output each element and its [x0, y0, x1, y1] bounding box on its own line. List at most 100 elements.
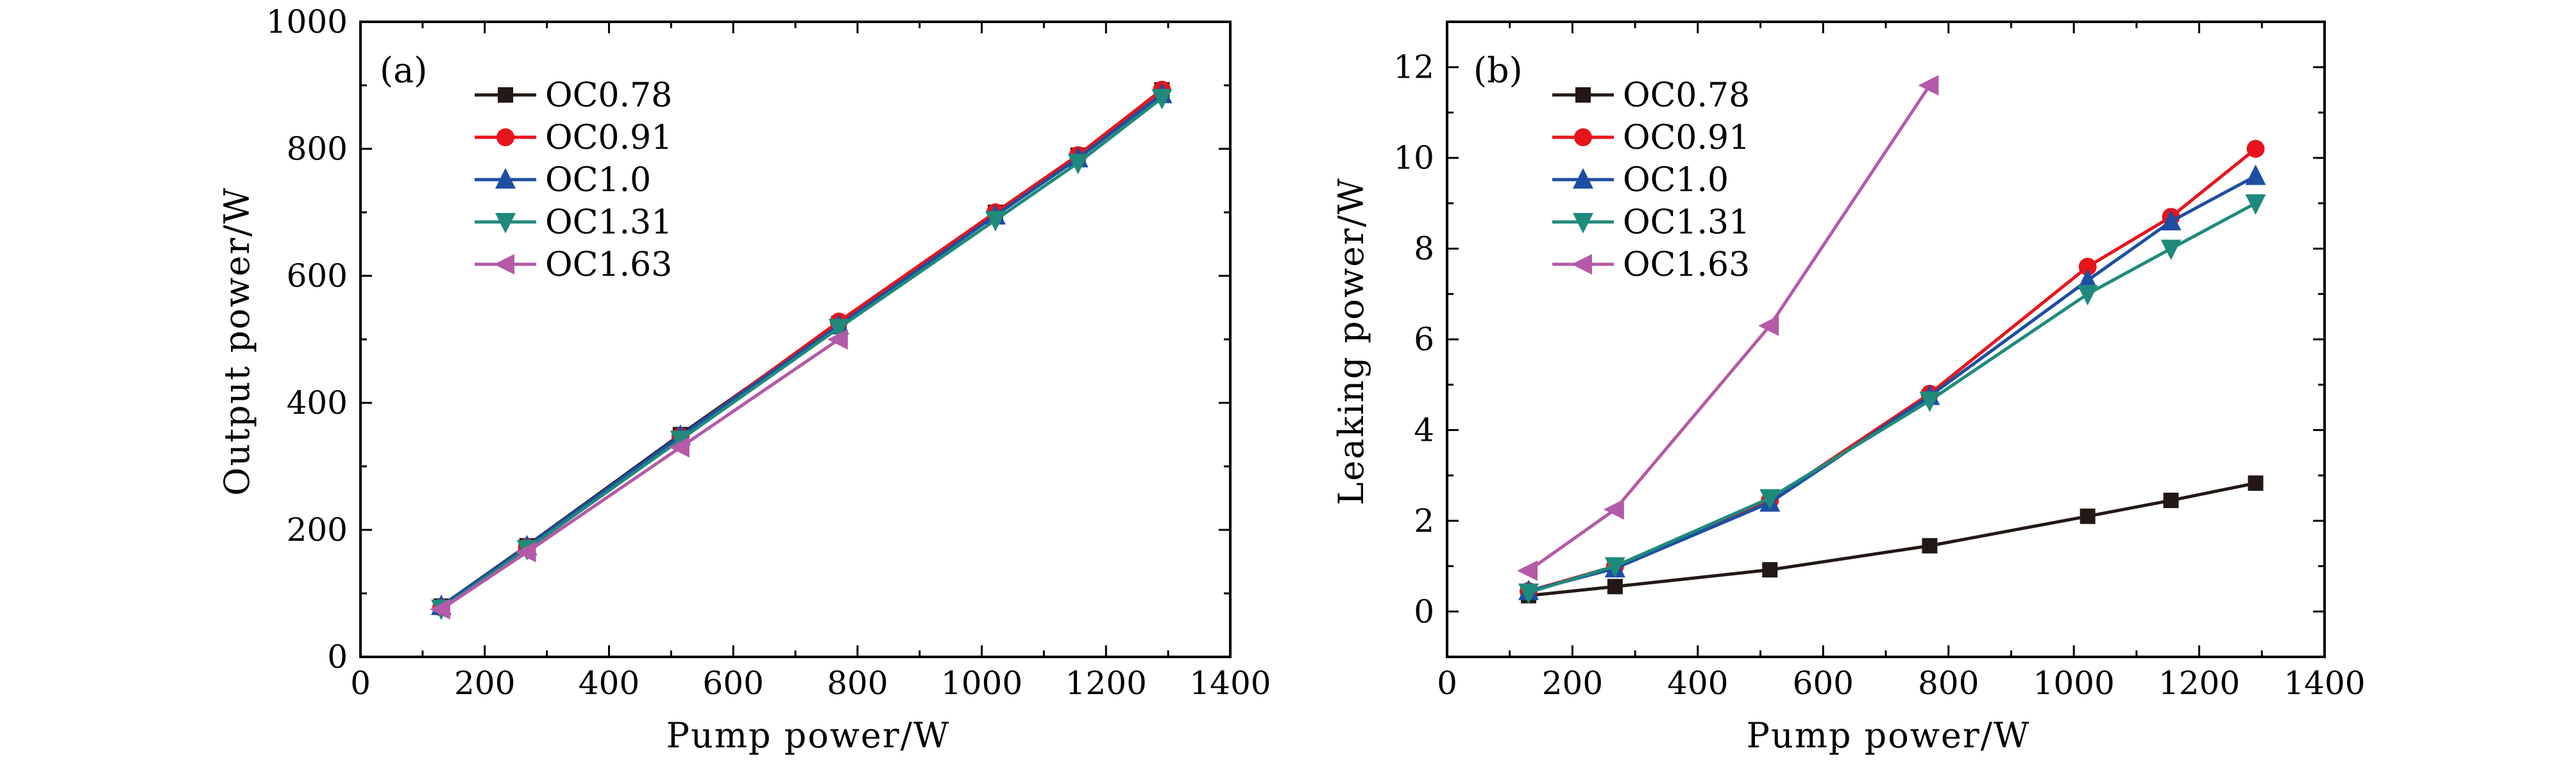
- y-tick-label: 400: [287, 384, 348, 421]
- series-oc1-31: [1518, 194, 2266, 604]
- x-tick-label: 0: [350, 665, 371, 702]
- data-point: [515, 541, 536, 563]
- plot-frame: [1446, 21, 2326, 658]
- legend-entry: OC1.31: [475, 203, 672, 242]
- series-line: [440, 337, 840, 611]
- data-point: [2245, 194, 2266, 215]
- legend-entry: OC1.31: [1552, 203, 1750, 242]
- data-point: [2245, 164, 2266, 185]
- series-line: [1528, 481, 2257, 598]
- x-tick-label: 1400: [2284, 665, 2365, 702]
- legend-swatch-marker: [495, 213, 516, 234]
- legend-swatch-marker: [1573, 213, 1593, 234]
- data-point: [670, 430, 691, 452]
- data-point: [2160, 239, 2182, 260]
- legend-label: OC1.31: [545, 203, 672, 242]
- y-tick-label: 0: [1414, 593, 1434, 630]
- x-tick-label: 400: [1667, 665, 1728, 702]
- legend-swatch-marker: [1573, 168, 1593, 189]
- data-point: [1762, 562, 1778, 578]
- y-axis-title: Output power/W: [217, 187, 257, 496]
- legend-entry: OC1.0: [475, 161, 651, 200]
- data-point: [668, 437, 690, 458]
- data-point: [429, 599, 450, 620]
- x-tick-label: 200: [1542, 665, 1603, 702]
- y-tick-label: 12: [1393, 49, 1434, 86]
- data-point: [1518, 583, 1539, 604]
- data-point: [1758, 315, 1779, 336]
- y-tick-label: 800: [287, 130, 348, 167]
- y-tick-label: 6: [1414, 321, 1434, 358]
- panel-a: (a) Pump power/W Output power/W 0 200 400 6…: [217, 3, 1271, 756]
- y-tick-label: 10: [1393, 139, 1434, 176]
- data-point: [1067, 153, 1089, 174]
- legend-swatch-marker: [496, 128, 514, 146]
- y-tick-label: 200: [287, 511, 348, 548]
- data-point: [1604, 557, 1625, 578]
- x-tick-label: 0: [1437, 665, 1457, 702]
- panel-label: (b): [1473, 50, 1523, 90]
- legend-label: OC0.91: [1623, 119, 1750, 157]
- legend-label: OC0.91: [545, 119, 672, 157]
- legend-label: OC1.0: [1623, 161, 1729, 200]
- x-axis-title: Pump power/W: [666, 715, 951, 756]
- data-point: [828, 319, 849, 340]
- x-tick-label: 1200: [1065, 665, 1147, 702]
- data-point: [985, 210, 1006, 232]
- x-axis-title: Pump power/W: [1747, 715, 2031, 756]
- legend-entry: OC1.63: [1552, 246, 1750, 284]
- data-point: [1603, 499, 1624, 520]
- data-point: [1918, 75, 1939, 96]
- series-oc1-63: [429, 329, 848, 620]
- y-tick-label: 2: [1414, 502, 1434, 539]
- panel-b: (b) Pump power/W Leaking power/W 0 200 400…: [1331, 21, 2366, 756]
- data-point: [2246, 140, 2265, 158]
- data-point: [1759, 489, 1781, 510]
- y-tick-label: 8: [1414, 230, 1434, 268]
- legend-label: OC1.0: [545, 161, 651, 200]
- data-point: [1922, 538, 1938, 554]
- x-tick-label: 600: [1793, 665, 1854, 702]
- x-tick-label: 200: [454, 665, 515, 702]
- data-point: [1919, 391, 1940, 412]
- legend-entry: OC1.63: [475, 246, 672, 284]
- legend-label: OC1.63: [545, 246, 672, 284]
- x-tick-label: 800: [1918, 665, 1979, 702]
- y-axis-title: Leaking power/W: [1331, 177, 1371, 505]
- data-point: [2077, 285, 2098, 306]
- legend-label: OC1.31: [1623, 203, 1750, 242]
- data-point: [827, 329, 848, 350]
- legend-entry: OC0.91: [1552, 119, 1750, 157]
- data-point: [2080, 508, 2096, 524]
- x-tick-label: 400: [579, 665, 640, 702]
- series-oc0-78: [1521, 475, 2264, 604]
- legend-entry: OC0.91: [475, 119, 672, 157]
- data-point: [1151, 89, 1173, 110]
- data-point: [1517, 560, 1538, 581]
- legend-swatch-marker: [495, 168, 516, 189]
- legend-entry: OC0.78: [475, 76, 672, 115]
- data-point: [2078, 257, 2097, 276]
- panel-label: (a): [380, 50, 427, 90]
- data-point: [2160, 210, 2182, 231]
- x-tick-label: 600: [702, 665, 763, 702]
- series-oc1-63: [1517, 75, 1939, 581]
- legend-swatch-marker: [498, 87, 513, 103]
- x-tick-label: 1000: [941, 665, 1022, 702]
- x-tick-label: 1200: [2158, 665, 2240, 702]
- legend-swatch-marker: [494, 254, 514, 275]
- legend-entry: OC1.0: [1552, 161, 1729, 200]
- data-point: [1607, 579, 1623, 595]
- y-tick-label: 600: [287, 257, 348, 294]
- x-tick-label: 1400: [1189, 665, 1271, 702]
- data-point: [2163, 493, 2179, 509]
- x-tick-label: 800: [827, 665, 888, 702]
- x-tick-label: 1000: [2033, 665, 2115, 702]
- legend-swatch-marker: [1572, 254, 1592, 275]
- legend-label: OC1.63: [1623, 246, 1750, 284]
- legend-swatch-marker: [1575, 87, 1591, 103]
- legend-entry: OC0.78: [1552, 76, 1750, 115]
- series-line: [1527, 84, 1931, 572]
- data-point: [2077, 269, 2098, 290]
